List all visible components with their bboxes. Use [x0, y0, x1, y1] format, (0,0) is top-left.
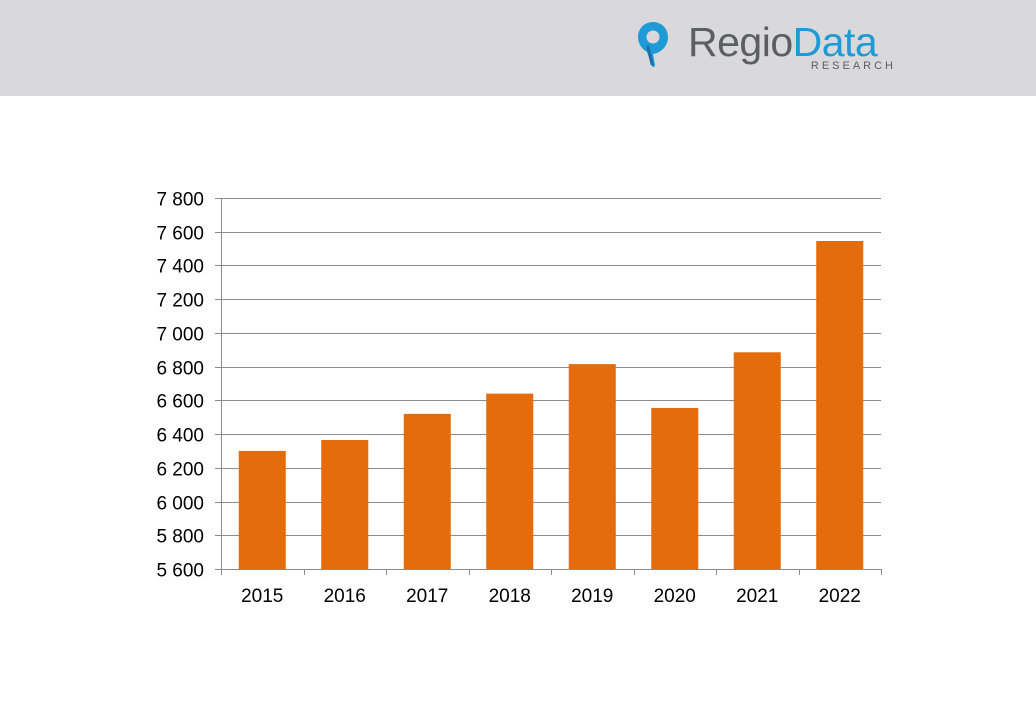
header-bar: RegioData RESEARCH	[0, 0, 1036, 96]
bar-2017	[403, 413, 451, 569]
y-tick-label: 7 400	[156, 257, 204, 278]
y-tick-label: 5 800	[156, 527, 204, 548]
logo-word-regio: Regio	[688, 19, 793, 65]
x-axis-labels: 2015 2016 2017 2018 2019 2020 2021 2022	[241, 586, 861, 607]
map-pin-icon	[638, 22, 668, 68]
x-tick-label: 2018	[489, 586, 531, 607]
y-tick-label: 7 200	[156, 291, 204, 312]
bar-2020	[651, 407, 699, 569]
logo-word-data: Data	[792, 19, 878, 65]
y-tick-label: 6 000	[156, 494, 204, 515]
logo-wordmark: RegioData	[688, 18, 878, 66]
y-tick-label: 6 800	[156, 359, 204, 380]
x-tick-label: 2016	[324, 586, 366, 607]
bar-2015	[238, 450, 286, 569]
y-tick-label: 6 200	[156, 460, 204, 481]
y-tick-label: 5 600	[156, 561, 204, 582]
x-tick-label: 2022	[819, 586, 861, 607]
y-tick-label: 7 800	[156, 190, 204, 211]
y-tick-label: 6 400	[156, 426, 204, 447]
bar-2021	[733, 352, 781, 569]
bar-2016	[321, 439, 369, 569]
gridlines	[221, 198, 881, 536]
y-axis-labels: 5 600 5 800 6 000 6 200 6 400 6 600 6 800 7 000…	[156, 190, 204, 582]
x-tick-label: 2017	[406, 586, 448, 607]
axes	[215, 198, 882, 575]
y-tick-label: 7 000	[156, 325, 204, 346]
y-tick-label: 6 600	[156, 392, 204, 413]
bar-2022	[816, 241, 864, 570]
bar-2019	[568, 364, 616, 569]
bars	[238, 241, 864, 570]
y-tick-label: 7 600	[156, 224, 204, 245]
x-tick-label: 2019	[571, 586, 613, 607]
regiodata-logo: RegioData RESEARCH	[636, 18, 898, 74]
x-tick-label: 2021	[736, 586, 778, 607]
x-tick-label: 2020	[654, 586, 696, 607]
logo-subtitle: RESEARCH	[810, 60, 896, 72]
x-tick-label: 2015	[241, 586, 283, 607]
bar-2018	[486, 393, 534, 569]
